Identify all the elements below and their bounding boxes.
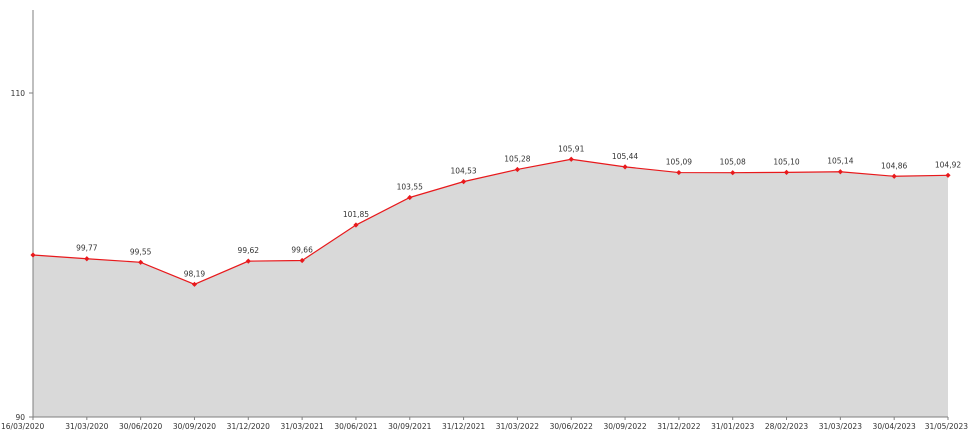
data-point — [138, 259, 144, 265]
data-label: 99,55 — [130, 247, 152, 256]
x-tick-label: 31/03/2021 — [281, 422, 324, 431]
data-point — [514, 166, 521, 173]
data-point — [299, 257, 305, 264]
data-label: 105,91 — [558, 144, 584, 153]
data-label: 104,53 — [450, 167, 476, 176]
data-point — [353, 222, 359, 228]
data-label: 99,77 — [76, 244, 98, 253]
data-point — [676, 169, 682, 176]
data-label: 104,86 — [881, 161, 907, 170]
data-label: 99,62 — [238, 246, 260, 255]
data-point — [407, 194, 413, 201]
data-label: 105,28 — [504, 154, 530, 163]
data-label: 105,09 — [666, 158, 692, 167]
marker-layer — [30, 156, 951, 287]
x-tick-label: 30/06/2020 — [119, 422, 162, 431]
data-point — [837, 169, 843, 175]
x-tick-label: 28/02/2023 — [765, 422, 808, 431]
series-line — [32, 158, 949, 285]
x-tick-label: 30/06/2021 — [334, 422, 377, 431]
data-label: 98,19 — [184, 269, 206, 278]
data-label: 104,92 — [935, 160, 961, 169]
data-point — [84, 256, 90, 262]
data-point — [245, 258, 251, 264]
x-tick-label: 30/09/2022 — [603, 422, 646, 431]
data-label: 103,55 — [397, 182, 423, 191]
x-tick-label: 31/12/2021 — [442, 422, 485, 431]
data-label: 105,44 — [612, 152, 638, 161]
data-point — [730, 170, 736, 176]
data-point — [568, 156, 574, 162]
y-tick-label: 110 — [11, 89, 26, 98]
data-label: 101,85 — [343, 210, 369, 219]
x-tick-label: 30/09/2021 — [388, 422, 431, 431]
area-layer — [33, 159, 948, 417]
x-tick-label: 31/03/2020 — [65, 422, 108, 431]
x-tick-label: 30/06/2022 — [550, 422, 593, 431]
data-point — [30, 252, 36, 258]
x-tick-label: 31/12/2020 — [227, 422, 270, 431]
area-fill — [33, 159, 948, 417]
y-tick-label: 90 — [15, 413, 25, 422]
x-tick-label: 31/03/2023 — [819, 422, 862, 431]
data-label: 105,08 — [720, 158, 746, 167]
line-layer — [32, 158, 949, 285]
x-tick-label: 31/05/2023 — [925, 422, 968, 431]
x-tick-label: 31/01/2023 — [711, 422, 754, 431]
label-layer: 99,77 99,55 98,19 99,62 99,66 101,85 103,55 104… — [76, 144, 961, 278]
data-label: 105,10 — [773, 157, 799, 166]
data-point — [622, 164, 628, 170]
data-point — [191, 281, 198, 287]
data-label: 99,66 — [291, 246, 313, 255]
data-point — [783, 169, 790, 175]
data-point — [945, 172, 951, 178]
x-tick-label: 30/04/2023 — [873, 422, 916, 431]
data-label: 105,14 — [827, 157, 853, 166]
data-point — [891, 173, 897, 179]
x-tick-label: 31/03/2022 — [496, 422, 539, 431]
axis-layer: 90 110 16/03/2020 31/03/2020 30/06/2020 30/09… — [1, 10, 968, 431]
data-point — [460, 179, 467, 185]
x-tick-label: 16/03/2020 — [1, 422, 44, 431]
x-tick-label: 30/09/2020 — [173, 422, 216, 431]
x-tick-label: 31/12/2022 — [657, 422, 700, 431]
